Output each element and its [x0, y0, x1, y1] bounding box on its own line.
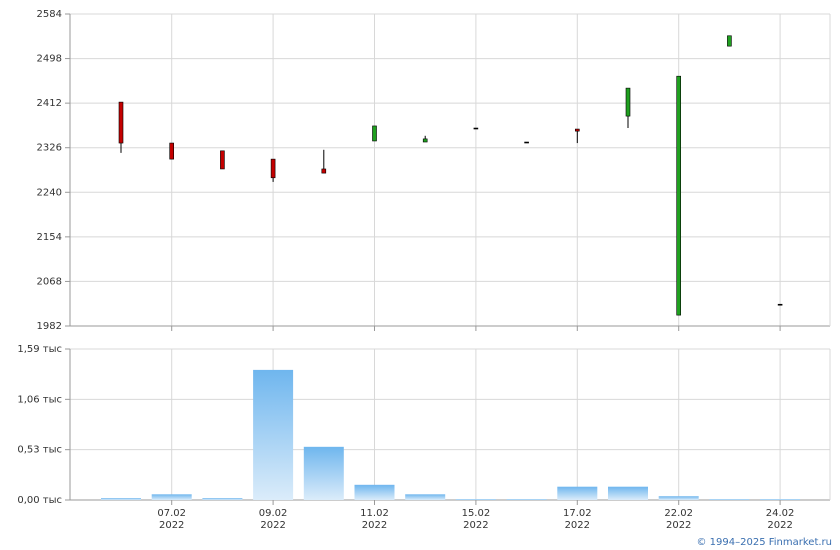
volume-bar [151, 494, 192, 500]
y-tick-label: 0,00 тыс [17, 495, 62, 506]
footer[interactable]: © 1994–2025 Finmarket.ru [696, 537, 832, 548]
volume-bar [760, 499, 801, 500]
candle-body [118, 101, 124, 144]
y-tick-label: 1982 [37, 321, 62, 332]
volume-bar [354, 484, 395, 500]
x-tick-label: 17.02 [563, 508, 592, 519]
x-tick-sublabel: 2022 [565, 520, 590, 531]
candle-body [625, 87, 631, 117]
volume-bar [202, 498, 243, 500]
candle-body [220, 150, 225, 170]
y-tick-label: 2498 [37, 54, 62, 65]
volume-bar [253, 369, 294, 500]
volume-bar [405, 494, 446, 500]
volume-bar [455, 499, 496, 500]
candle-body [169, 142, 174, 160]
x-tick-label: 24.02 [766, 508, 795, 519]
y-tick-label: 2154 [37, 232, 62, 243]
y-tick-label: 1,06 тыс [17, 394, 62, 405]
y-tick-label: 2412 [37, 98, 62, 109]
y-tick-label: 2584 [37, 9, 62, 20]
x-tick-label: 15.02 [462, 508, 491, 519]
candle-body [727, 35, 732, 47]
y-tick-label: 2068 [37, 276, 62, 287]
x-tick-label: 09.02 [259, 508, 288, 519]
x-tick-sublabel: 2022 [666, 520, 691, 531]
candle-body [676, 75, 682, 316]
x-tick-label: 22.02 [664, 508, 693, 519]
x-tick-sublabel: 2022 [159, 520, 184, 531]
x-tick-label: 07.02 [157, 508, 186, 519]
volume-bar [658, 496, 699, 500]
candle-body [270, 158, 276, 179]
x-tick-sublabel: 2022 [463, 520, 488, 531]
y-tick-label: 0,53 тыс [17, 445, 62, 456]
candle-body [574, 128, 580, 132]
candle-body [777, 303, 783, 306]
volume-bar [557, 486, 598, 500]
volume-bar [303, 446, 344, 500]
y-tick-label: 1,59 тыс [17, 344, 62, 355]
volume-bar [101, 498, 141, 500]
y-tick-label: 2326 [37, 143, 62, 154]
x-tick-sublabel: 2022 [362, 520, 387, 531]
x-tick-label: 11.02 [360, 508, 389, 519]
volume-bar [608, 486, 648, 500]
candle-body [473, 127, 479, 130]
candle-body [321, 168, 327, 174]
volume-bar [506, 499, 547, 500]
candle-body [422, 138, 428, 143]
x-tick-sublabel: 2022 [767, 520, 792, 531]
volume-bar [709, 499, 750, 500]
x-tick-sublabel: 2022 [260, 520, 285, 531]
y-tick-label: 2240 [37, 187, 62, 198]
candle-body [524, 141, 529, 144]
candle-body [372, 125, 377, 142]
